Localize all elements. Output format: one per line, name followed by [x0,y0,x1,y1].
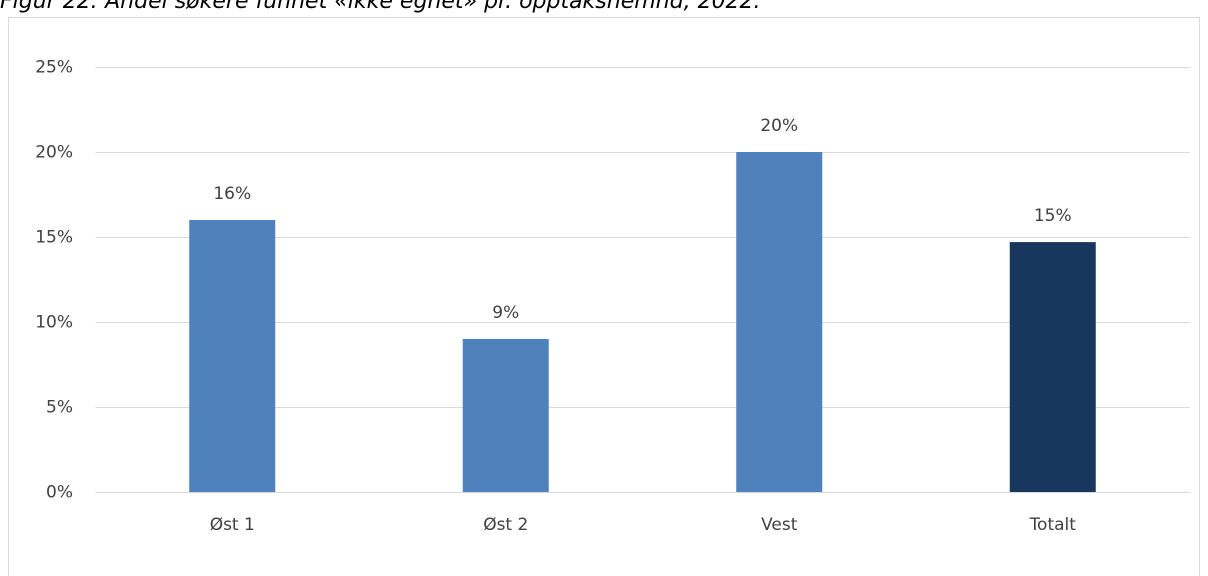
x-tick-label: Vest [761,515,798,535]
chart-title: Figur 22: Andel søkere funnet «ikke egne… [0,0,761,14]
x-tick-label: Øst 2 [483,515,528,535]
data-label: 20% [760,116,798,136]
y-tick-label: 10% [35,313,73,333]
bar [189,220,276,492]
data-label: 9% [492,303,519,323]
y-tick-label: 25% [35,58,73,78]
y-tick-label: 15% [35,228,73,248]
y-tick-label: 20% [35,143,73,163]
data-label: 15% [1034,206,1072,226]
data-label: 16% [213,184,251,204]
y-tick-label: 5% [46,398,73,418]
x-tick-label: Totalt [1029,515,1077,535]
bar [1009,242,1096,492]
bar [736,152,823,492]
y-tick-label: 0% [46,483,73,503]
x-tick-label: Øst 1 [210,515,255,535]
bar [462,339,549,492]
